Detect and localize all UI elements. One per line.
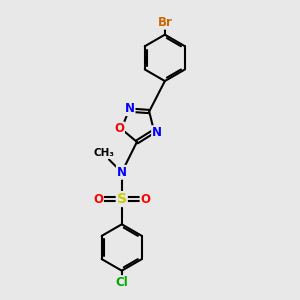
- Text: N: N: [124, 102, 135, 115]
- Text: O: O: [114, 122, 124, 135]
- Text: N: N: [117, 166, 127, 179]
- Text: CH₃: CH₃: [93, 148, 114, 158]
- Text: Br: Br: [158, 16, 172, 29]
- Text: Cl: Cl: [116, 276, 128, 289]
- Text: S: S: [117, 192, 127, 206]
- Text: O: O: [140, 193, 151, 206]
- Text: N: N: [152, 126, 162, 139]
- Text: O: O: [93, 193, 103, 206]
